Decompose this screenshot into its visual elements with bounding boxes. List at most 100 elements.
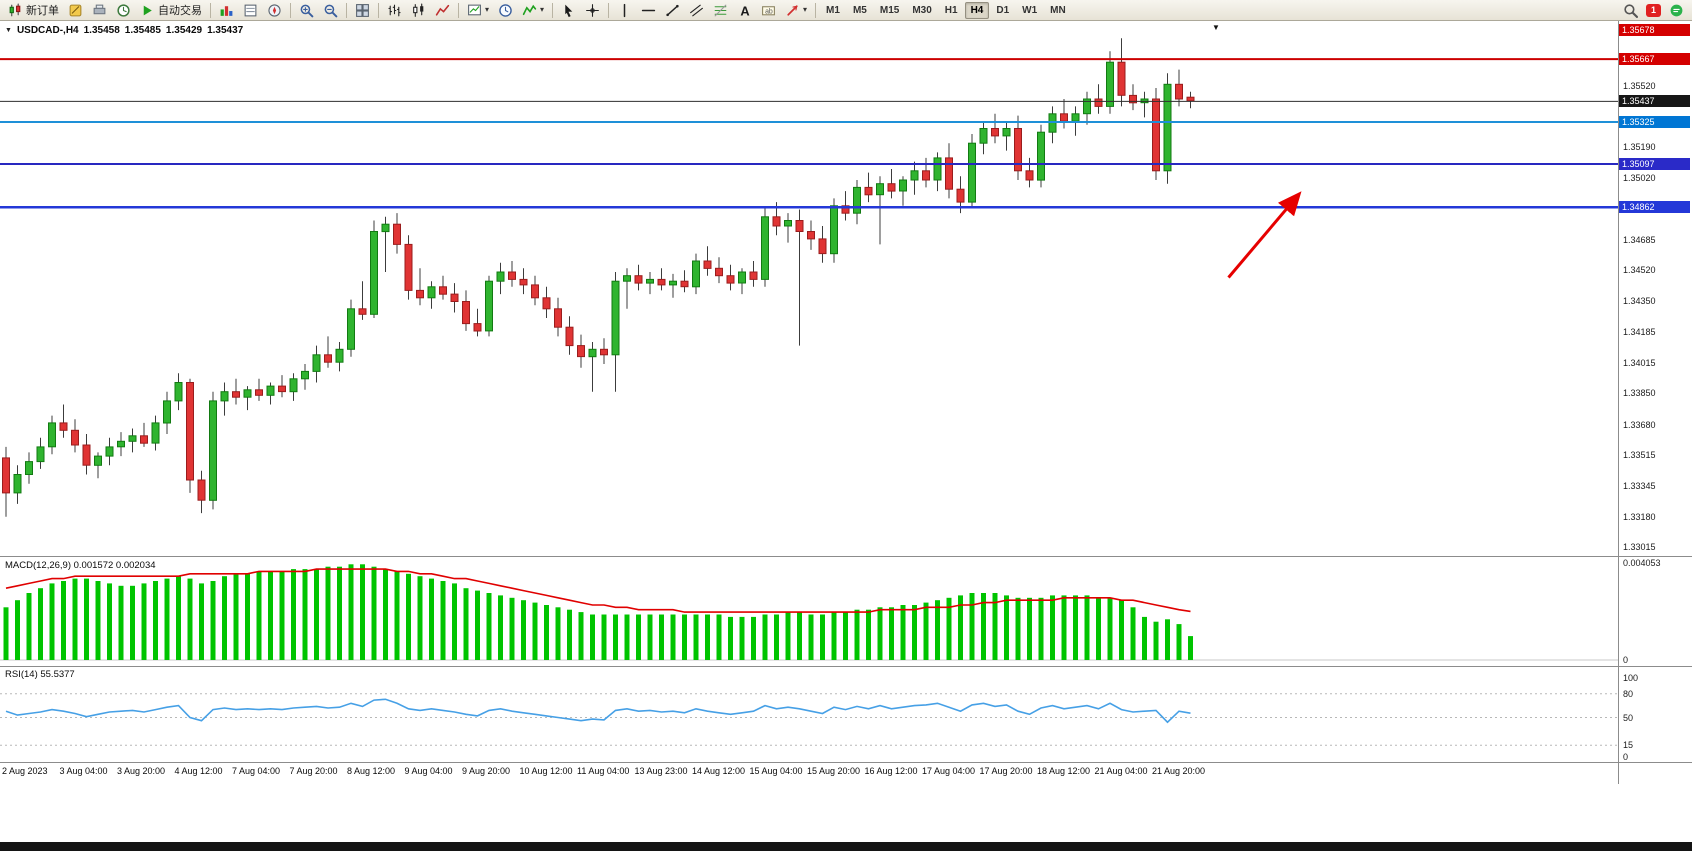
bars-chart-button[interactable] [383, 1, 406, 19]
zoom-out-button[interactable] [319, 1, 342, 19]
vertical-line-button[interactable] [613, 1, 636, 19]
new-order-button[interactable]: 新订单 [4, 1, 63, 19]
line-chart-button[interactable] [431, 1, 454, 19]
macd-histogram-bar [1153, 621, 1159, 660]
print-button[interactable] [88, 1, 111, 19]
timeframe-m15[interactable]: M15 [879, 4, 900, 16]
crosshair-button[interactable] [581, 1, 604, 19]
new-order-label: 新订单 [26, 5, 59, 17]
time-axis-label[interactable]: 3 Aug 20:00 [117, 766, 166, 776]
timeframe-mn[interactable]: MN [1050, 4, 1066, 16]
text-label-button[interactable]: ab [757, 1, 780, 19]
channel-button[interactable] [685, 1, 708, 19]
candle-down [991, 128, 999, 137]
tile-windows-button[interactable] [351, 1, 374, 19]
macd-histogram-bar [509, 597, 515, 660]
notification-badge[interactable]: 1 [1646, 3, 1661, 17]
time-axis-label[interactable]: 2 Aug 2023 [2, 766, 48, 776]
timeframe-h4[interactable]: H4 [964, 1, 990, 19]
timeframe-m1[interactable]: M1 [826, 4, 840, 16]
main-chart-canvas[interactable] [0, 21, 1618, 556]
time-axis-label[interactable]: 21 Aug 20:00 [1152, 766, 1206, 776]
macd-histogram-bar [555, 607, 561, 660]
annotation-arrow[interactable] [1227, 191, 1302, 279]
macd-histogram-bar [1142, 616, 1147, 660]
cursor-button[interactable] [557, 1, 580, 19]
macd-pane-canvas[interactable] [0, 557, 1618, 666]
macd-histogram-bar [383, 569, 388, 660]
time-axis-label[interactable]: 7 Aug 20:00 [289, 766, 338, 776]
fibonacci-button[interactable] [709, 1, 732, 19]
macd-histogram-bar [705, 614, 710, 660]
rsi-pane-canvas[interactable] [0, 667, 1618, 762]
time-axis-label[interactable]: 8 Aug 12:00 [347, 766, 396, 776]
indicators-button[interactable]: ▾ [518, 1, 548, 19]
price-axis-label: 1.34520 [1623, 265, 1656, 276]
horizontal-line-button[interactable] [637, 1, 660, 19]
candle-up [163, 400, 171, 424]
chart-shift-marker[interactable]: ▼ [1212, 23, 1220, 32]
macd-histogram-bar [256, 571, 262, 660]
arrow-tools-button[interactable]: ▾ [781, 1, 811, 19]
time-axis-label[interactable]: 18 Aug 12:00 [1037, 766, 1091, 776]
macd-histogram-bar [636, 614, 641, 660]
candle-up [312, 354, 321, 372]
time-axis-label[interactable]: 17 Aug 04:00 [922, 766, 976, 776]
time-axis-label[interactable]: 21 Aug 04:00 [1094, 766, 1148, 776]
time-axis-label[interactable]: 4 Aug 12:00 [174, 766, 223, 776]
zoom-in-button[interactable] [295, 1, 318, 19]
search-button[interactable] [1619, 1, 1642, 19]
candle-up [853, 186, 861, 214]
time-axis-label[interactable]: 9 Aug 04:00 [404, 766, 453, 776]
toolbar-separator [210, 2, 211, 18]
price-badge: 1.34862 [1619, 201, 1690, 214]
timeframe-h1[interactable]: H1 [944, 4, 958, 16]
chart-close-value: 1.35437 [207, 25, 244, 36]
candle-down [554, 308, 562, 328]
pane-separator[interactable] [0, 666, 1692, 667]
timeframe-w1[interactable]: W1 [1022, 4, 1038, 16]
text-button[interactable]: A [733, 1, 756, 19]
time-axis-label[interactable]: 11 Aug 04:00 [577, 766, 630, 776]
time-axis-label[interactable]: 15 Aug 04:00 [749, 766, 803, 776]
time-axis-label[interactable]: 9 Aug 20:00 [462, 766, 511, 776]
trendline-button[interactable] [661, 1, 684, 19]
macd-histogram-bar [774, 614, 779, 660]
autotrading-button[interactable]: 自动交易 [136, 1, 206, 19]
time-axis-label[interactable]: 16 Aug 12:00 [864, 766, 918, 776]
time-axis-label[interactable]: 13 Aug 23:00 [634, 766, 688, 776]
navigator-button[interactable] [263, 1, 286, 19]
timeframe-m5[interactable]: M5 [852, 4, 867, 16]
community-button[interactable] [1665, 1, 1688, 19]
time-axis-label[interactable]: 14 Aug 12:00 [692, 766, 746, 776]
macd-histogram-bar [670, 614, 676, 660]
time-axis-label[interactable]: 10 Aug 12:00 [519, 766, 573, 776]
candlestick-chart-button[interactable] [407, 1, 430, 19]
toolbar-separator [608, 2, 610, 18]
chart-background [0, 21, 1692, 842]
time-axis-label[interactable]: 3 Aug 04:00 [59, 766, 108, 776]
macd-histogram-bar [728, 616, 733, 660]
price-axis-label: 1.35520 [1623, 81, 1656, 92]
candle-down [807, 231, 815, 240]
pane-separator [0, 762, 1692, 763]
market-watch-button[interactable] [215, 1, 238, 19]
rsi-axis-label: 100 [1623, 673, 1639, 683]
pane-separator[interactable] [0, 556, 1692, 557]
time-axis-label[interactable]: 15 Aug 20:00 [807, 766, 861, 776]
candle-down [416, 289, 424, 299]
candle-down [1094, 98, 1103, 107]
period-clock-button[interactable] [494, 1, 517, 19]
chart-collapse-icon[interactable]: ▼ [5, 27, 12, 34]
timeframe-d1[interactable]: D1 [996, 4, 1010, 16]
data-window-button[interactable] [239, 1, 262, 19]
timeframe-m30[interactable]: M30 [912, 4, 932, 16]
new-chart-button[interactable]: ▾ [463, 1, 493, 19]
time-axis-label[interactable]: 7 Aug 04:00 [232, 766, 281, 776]
metaeditor-button[interactable] [64, 1, 87, 19]
macd-histogram-bar [624, 614, 630, 660]
history-button[interactable] [112, 1, 135, 19]
autotrading-icon [143, 5, 152, 15]
time-axis-label[interactable]: 17 Aug 20:00 [979, 766, 1033, 776]
zoom-in-icon [300, 4, 314, 17]
